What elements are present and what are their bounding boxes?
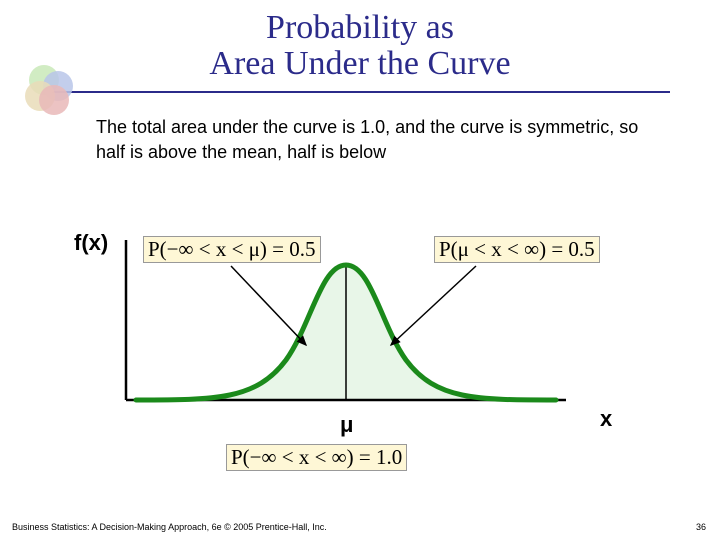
page-number: 36 xyxy=(696,522,706,532)
footer-text: Business Statistics: A Decision-Making A… xyxy=(12,522,327,532)
equation-left-half: P(−∞ < x < μ) = 0.5 xyxy=(143,236,321,263)
title-line-2: Area Under the Curve xyxy=(0,46,720,82)
slide-title: Probability as Area Under the Curve xyxy=(0,0,720,93)
venn-logo-icon xyxy=(18,60,78,120)
description-text: The total area under the curve is 1.0, a… xyxy=(96,115,650,164)
mean-label: μ xyxy=(340,412,353,438)
x-axis-label: x xyxy=(600,406,612,432)
equation-total: P(−∞ < x < ∞) = 1.0 xyxy=(226,444,407,471)
title-underline xyxy=(50,91,670,93)
title-line-1: Probability as xyxy=(0,10,720,46)
y-axis-label: f(x) xyxy=(74,230,108,256)
equation-right-half: P(μ < x < ∞) = 0.5 xyxy=(434,236,600,263)
normal-curve-chart: f(x) P(−∞ < x < μ) = 0.5 P(μ < x < ∞) = … xyxy=(76,230,656,460)
